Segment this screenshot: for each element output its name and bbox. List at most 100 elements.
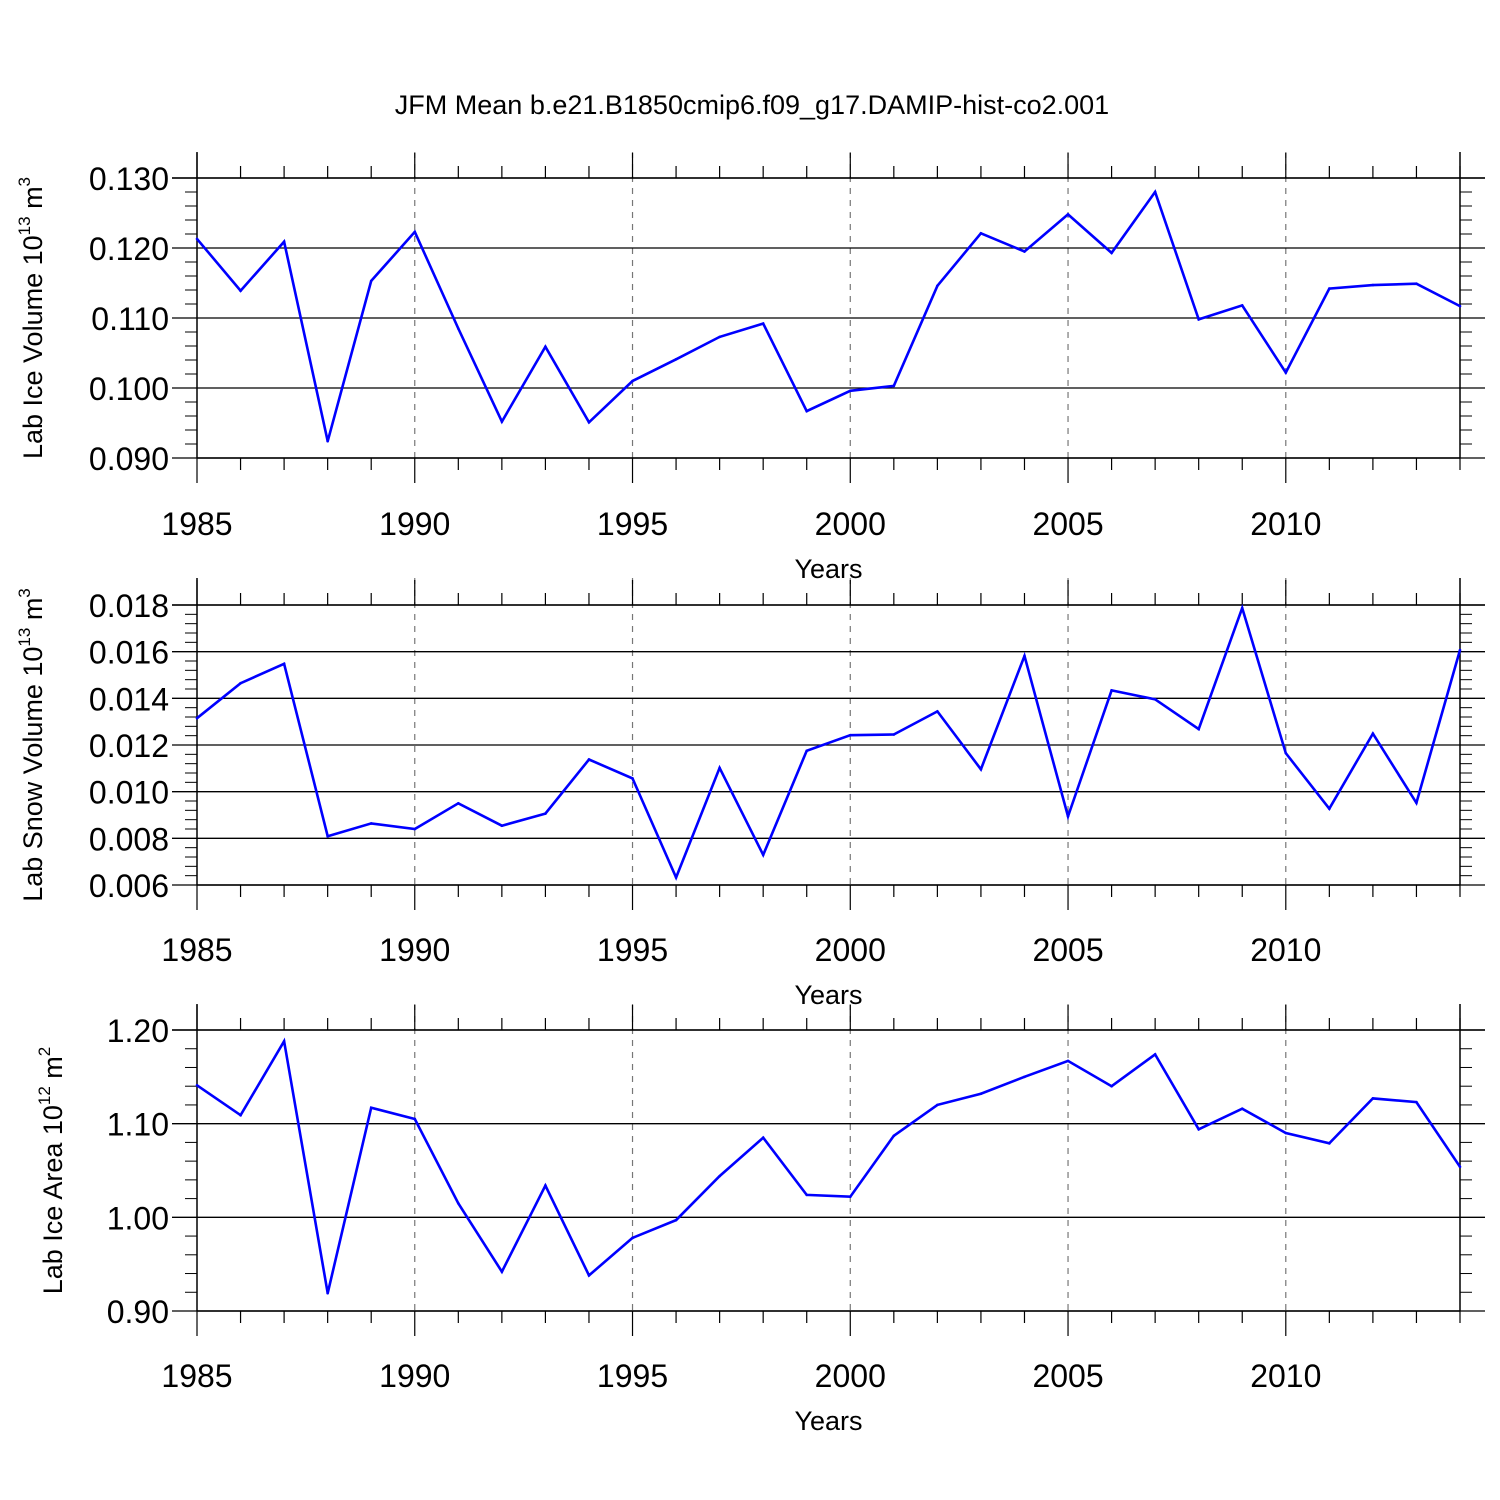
data-point	[1240, 1107, 1244, 1110]
x-tick-label: 1995	[597, 1358, 668, 1394]
data-point	[544, 1184, 547, 1187]
data-point	[848, 1195, 852, 1199]
data-point	[1240, 304, 1244, 307]
data-point	[1284, 751, 1288, 755]
x-tick-label: 2000	[815, 932, 886, 968]
data-point	[805, 749, 809, 753]
data-point	[282, 662, 286, 666]
x-tick-label: 2010	[1250, 932, 1321, 968]
x-tick-label: 2005	[1032, 506, 1103, 542]
x-tick-label: 2010	[1250, 506, 1321, 542]
chart-panels: 0.090 0.100 0.110 0.120 0.130 1985 1990 1995 200…	[15, 152, 1485, 1436]
x-tick-label: 1985	[161, 506, 232, 542]
data-point	[979, 232, 983, 235]
data-point	[718, 335, 721, 339]
y-axis-label: Lab Ice Volume 1013 m3	[15, 177, 48, 459]
data-point	[1066, 1059, 1070, 1063]
data-point	[1328, 807, 1331, 810]
y-tick-label: 0.006	[89, 868, 169, 904]
series-line	[196, 189, 1461, 442]
x-tick-label: 1985	[161, 932, 232, 968]
x-tick-label: 1995	[597, 932, 668, 968]
data-point	[195, 716, 199, 720]
y-tick-label: 0.018	[89, 588, 169, 624]
data-point	[500, 420, 504, 423]
panel-3: 0.90 1.00 1.10 1.20 1985 1990 1995 2000 2005 2010…	[35, 1004, 1485, 1436]
data-point	[1023, 654, 1026, 658]
y-tick-label: 1.20	[107, 1013, 169, 1049]
data-point	[1284, 1131, 1288, 1135]
data-point	[761, 1136, 765, 1140]
data-point	[1153, 697, 1157, 701]
data-point	[1066, 213, 1070, 216]
data-point	[587, 421, 591, 424]
data-point	[282, 240, 286, 243]
data-point	[544, 812, 547, 815]
data-point	[631, 777, 634, 780]
data-point	[413, 827, 417, 831]
data-point	[1458, 1165, 1462, 1169]
data-point	[1415, 801, 1418, 805]
series-line	[196, 1037, 1462, 1294]
x-tick-label: 2005	[1032, 932, 1103, 968]
data-point	[674, 1218, 678, 1222]
y-tick-label: 1.00	[107, 1200, 169, 1236]
data-point	[936, 1103, 939, 1107]
x-tick-label: 1985	[161, 1358, 232, 1394]
data-point	[892, 733, 896, 736]
data-point	[369, 822, 373, 825]
data-point	[848, 389, 852, 393]
data-point	[1110, 251, 1113, 255]
data-point	[1284, 371, 1288, 374]
data-point	[848, 733, 852, 737]
data-point	[1023, 250, 1026, 253]
chart-title: JFM Mean b.e21.B1850cmip6.f09_g17.DAMIP-…	[395, 90, 1109, 120]
data-point	[282, 1039, 286, 1043]
data-point	[1240, 606, 1244, 610]
data-point	[1197, 318, 1200, 321]
data-point	[892, 384, 896, 388]
panel-2: 0.006 0.008 0.010 0.012 0.014 0.016 0.018 1985 1…	[15, 578, 1485, 1010]
data-point	[1328, 1142, 1331, 1145]
data-point	[369, 279, 373, 283]
data-point	[805, 409, 809, 413]
y-axis-label: Lab Snow Volume 1013 m3	[15, 588, 48, 902]
data-point	[1023, 1075, 1026, 1079]
x-tick-label: 2010	[1250, 1358, 1321, 1394]
data-point	[1153, 1053, 1157, 1056]
y-tick-label: 0.90	[107, 1294, 169, 1330]
data-point	[413, 230, 417, 234]
data-point	[718, 1174, 721, 1178]
data-point	[544, 345, 547, 349]
x-tick-label: 1990	[379, 506, 450, 542]
data-point	[761, 322, 765, 325]
y-tick-label: 1.10	[107, 1107, 169, 1143]
y-tick-label: 0.010	[89, 775, 169, 811]
data-point	[500, 824, 504, 828]
data-point	[326, 1291, 329, 1295]
data-point	[239, 289, 242, 293]
data-point	[326, 439, 329, 443]
data-point	[979, 1092, 983, 1095]
data-point	[457, 802, 460, 805]
data-point	[1371, 732, 1375, 735]
y-tick-label: 0.130	[89, 161, 169, 197]
data-point	[413, 1117, 417, 1121]
data-point	[631, 1236, 634, 1240]
data-point	[631, 379, 634, 383]
data-point	[1197, 1127, 1200, 1131]
data-point	[979, 767, 983, 771]
x-tick-label: 1990	[379, 932, 450, 968]
data-point	[1371, 283, 1375, 287]
y-tick-label: 0.110	[91, 301, 169, 337]
y-tick-label: 0.090	[89, 441, 169, 477]
data-point	[805, 1193, 809, 1197]
x-tick-label: 1995	[597, 506, 668, 542]
data-point	[587, 758, 591, 761]
data-point	[457, 327, 460, 330]
x-tick-label: 2005	[1032, 1358, 1103, 1394]
data-point	[1458, 304, 1462, 308]
y-axis-label: Lab Ice Area 1012 m2	[35, 1047, 68, 1295]
data-point	[936, 284, 939, 288]
